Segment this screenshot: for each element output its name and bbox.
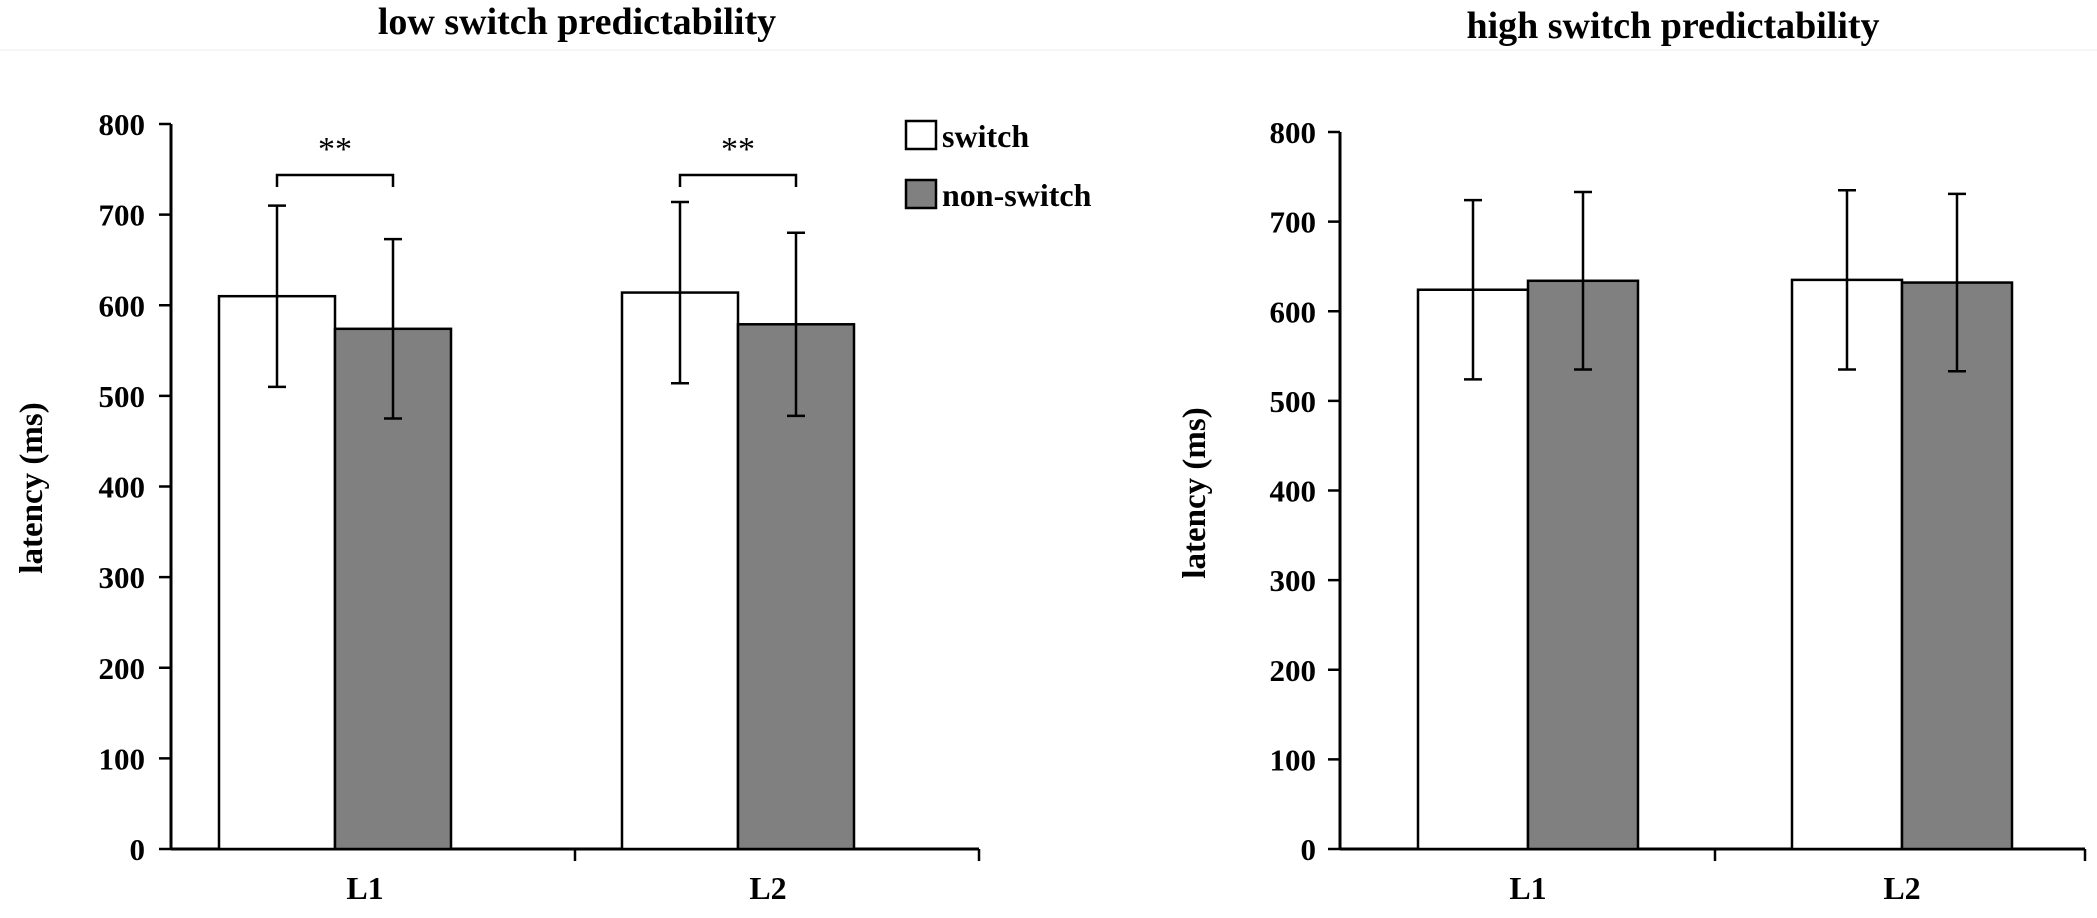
chart-2-title: high switch predictability xyxy=(1466,5,1879,47)
y-tick-label: 800 xyxy=(99,107,146,142)
y-tick-label: 800 xyxy=(1270,115,1317,150)
y-tick-label: 600 xyxy=(99,288,146,323)
legend-non-switch-label: non-switch xyxy=(942,177,1092,213)
bar-non-switch-L2 xyxy=(1900,281,2014,851)
y-tick-label: 500 xyxy=(1270,384,1317,419)
y-tick-label: 700 xyxy=(1270,205,1317,240)
y-tick-label: 100 xyxy=(99,741,146,776)
bar-non-switch-L1 xyxy=(1526,279,1640,851)
chart-2-plot: 0 100 200 300 400 500 600 700 800 L1 L2 xyxy=(1270,115,2087,906)
category-label-L2: L2 xyxy=(1883,870,1920,906)
chart-2-y-axis-label: latency (ms) xyxy=(1177,407,1213,578)
y-tick-label: 200 xyxy=(1270,653,1317,688)
legend: switch non-switch xyxy=(904,118,1092,213)
significance-stars: ** xyxy=(721,131,755,168)
chart-1-y-axis-label: latency (ms) xyxy=(14,402,50,573)
category-label-L2: L2 xyxy=(749,870,786,906)
y-tick-label: 600 xyxy=(1270,294,1317,329)
significance-bracket xyxy=(678,173,798,187)
y-tick-label: 0 xyxy=(1301,832,1317,867)
bar-switch-L2 xyxy=(620,291,740,851)
y-tick-label: 300 xyxy=(1270,563,1317,598)
y-tick-label: 400 xyxy=(1270,474,1317,509)
y-tick-label: 400 xyxy=(99,470,146,505)
y-tick-label: 100 xyxy=(1270,742,1317,777)
chart-1-plot: 0 100 200 300 400 500 600 700 800 L1 L2 ** ** xyxy=(99,107,981,906)
significance-bracket xyxy=(275,173,395,187)
legend-non-switch-swatch xyxy=(904,178,938,210)
category-label-L1: L1 xyxy=(346,870,383,906)
y-tick-label: 700 xyxy=(99,198,146,233)
y-tick-label: 200 xyxy=(99,651,146,686)
category-label-L1: L1 xyxy=(1509,870,1546,906)
chart-1-title: low switch predictability xyxy=(378,1,776,43)
legend-switch-swatch xyxy=(904,119,938,151)
significance-stars: ** xyxy=(318,131,352,168)
y-tick-label: 300 xyxy=(99,560,146,595)
legend-switch-label: switch xyxy=(942,118,1029,154)
y-tick-label: 500 xyxy=(99,379,146,414)
y-tick-label: 0 xyxy=(130,832,146,867)
